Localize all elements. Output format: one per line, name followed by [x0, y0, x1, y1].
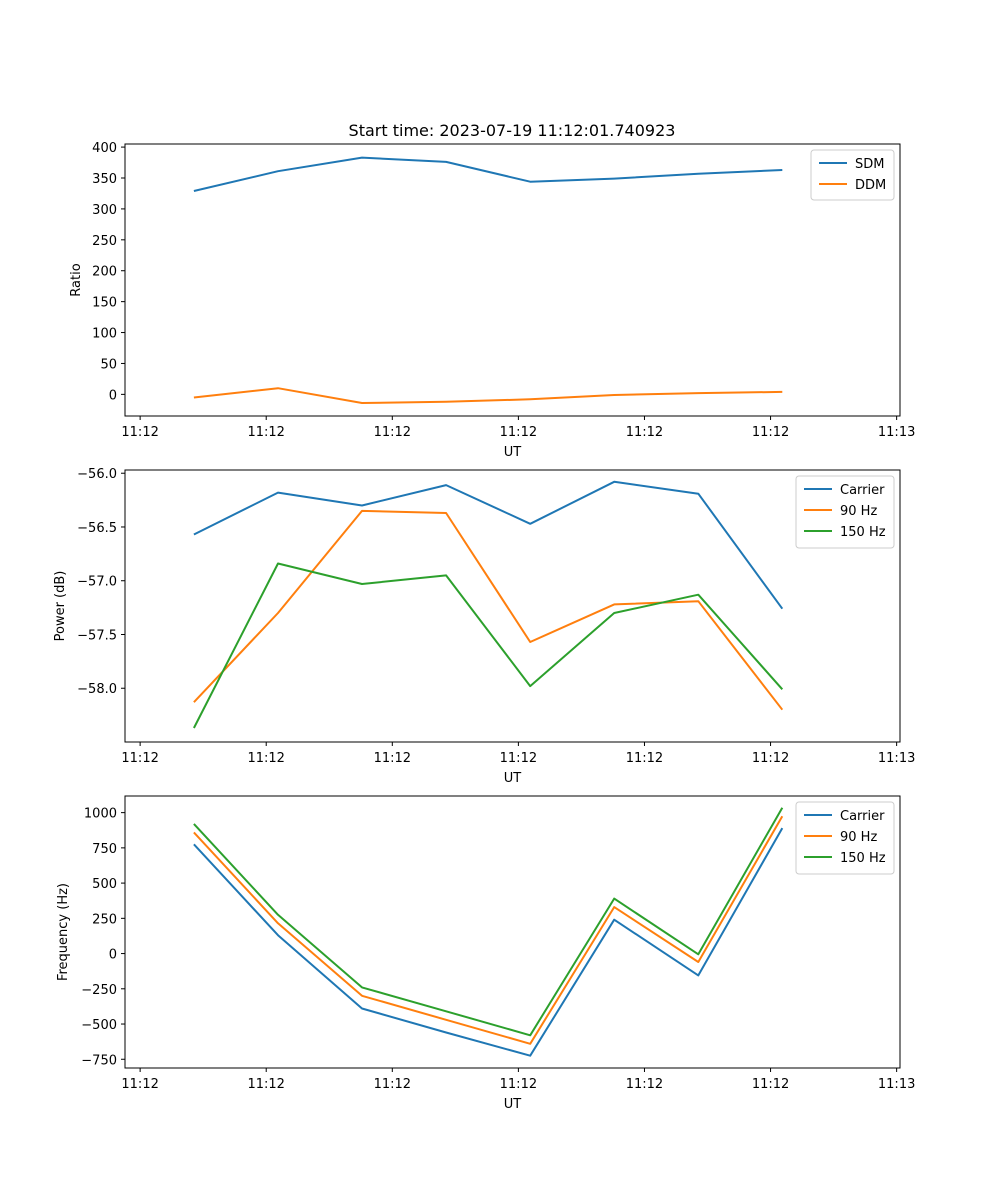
x-tick-label: 11:12: [247, 1077, 284, 1092]
x-tick-label: 11:13: [878, 425, 915, 440]
series-line-150-hz: [193, 807, 784, 1037]
x-tick-label: 11:12: [500, 425, 537, 440]
series-line-carrier: [193, 827, 784, 1057]
x-tick-label: 11:12: [374, 425, 411, 440]
y-tick-label: 500: [92, 877, 117, 892]
x-tick-label: 11:12: [626, 751, 663, 766]
axes-frame: [124, 795, 901, 1069]
legend-label: SDM: [855, 157, 884, 172]
legend-label: 90 Hz: [840, 830, 877, 845]
x-tick-label: 11:12: [626, 425, 663, 440]
series-line-90-hz: [193, 509, 784, 711]
x-tick-label: 11:12: [752, 751, 789, 766]
x-tick-label: 11:12: [500, 751, 537, 766]
x-tick-label: 11:12: [121, 425, 158, 440]
y-tick-label: 50: [100, 357, 117, 372]
x-tick-label: 11:12: [626, 1077, 663, 1092]
legend-label: 90 Hz: [840, 504, 877, 519]
y-tick-label: 250: [92, 912, 117, 927]
y-axis-label: Power (dB): [53, 571, 68, 642]
legend-label: 150 Hz: [840, 525, 886, 540]
x-tick-label: 11:12: [247, 425, 284, 440]
legend-label: Carrier: [840, 809, 885, 824]
legend-label: DDM: [855, 178, 886, 193]
series-line-150-hz: [193, 562, 784, 729]
power-panel: 11:12 11:12 11:12 11:12 11:12 11:12 11:13 −58.0…: [53, 467, 915, 786]
x-tick-label: 11:13: [878, 1077, 915, 1092]
series-line-carrier: [193, 480, 784, 610]
y-tick-label: 250: [92, 234, 117, 249]
axes-frame: [124, 143, 901, 417]
y-tick-label: 150: [92, 296, 117, 311]
x-tick-label: 11:12: [374, 1077, 411, 1092]
x-axis-label: UT: [504, 445, 522, 460]
x-tick-label: 11:13: [878, 751, 915, 766]
y-tick-label: 100: [92, 327, 117, 342]
y-tick-label: −57.0: [77, 575, 117, 590]
figure-title: Start time: 2023-07-19 11:12:01.740923: [349, 121, 676, 140]
y-tick-label: 1000: [84, 807, 117, 822]
y-tick-label: 750: [92, 842, 117, 857]
x-tick-label: 11:12: [500, 1077, 537, 1092]
x-tick-label: 11:12: [752, 425, 789, 440]
y-tick-label: 400: [92, 141, 117, 156]
y-tick-label: 200: [92, 265, 117, 280]
y-tick-label: −250: [81, 983, 117, 998]
y-tick-label: −56.0: [77, 467, 117, 482]
legend-label: Carrier: [840, 483, 885, 498]
series-line-ddm: [193, 387, 783, 404]
x-tick-label: 11:12: [121, 751, 158, 766]
y-axis-label: Frequency (Hz): [56, 883, 71, 981]
frequency-panel: 11:12 11:12 11:12 11:12 11:12 11:12 11:13 −750 −…: [56, 795, 915, 1112]
x-tick-label: 11:12: [121, 1077, 158, 1092]
x-tick-label: 11:12: [752, 1077, 789, 1092]
y-tick-label: −500: [81, 1018, 117, 1033]
series-line-90-hz: [193, 815, 784, 1045]
series-line-sdm: [193, 156, 783, 192]
y-tick-label: 0: [109, 388, 117, 403]
y-tick-label: −58.0: [77, 682, 117, 697]
y-axis-label: Ratio: [69, 263, 84, 296]
ratio-panel: 11:12 11:12 11:12 11:12 11:12 11:12 11:13 0 50 10…: [69, 141, 915, 460]
y-tick-label: 300: [92, 203, 117, 218]
y-tick-label: −56.5: [77, 521, 117, 536]
legend-label: 150 Hz: [840, 851, 886, 866]
y-tick-label: 350: [92, 172, 117, 187]
y-tick-label: −57.5: [77, 628, 117, 643]
x-tick-label: 11:12: [374, 751, 411, 766]
x-axis-label: UT: [504, 1097, 522, 1112]
x-tick-label: 11:12: [247, 751, 284, 766]
x-axis-label: UT: [504, 771, 522, 786]
y-tick-label: 0: [109, 948, 117, 963]
y-tick-label: −750: [81, 1053, 117, 1068]
axes-frame: [124, 469, 901, 743]
